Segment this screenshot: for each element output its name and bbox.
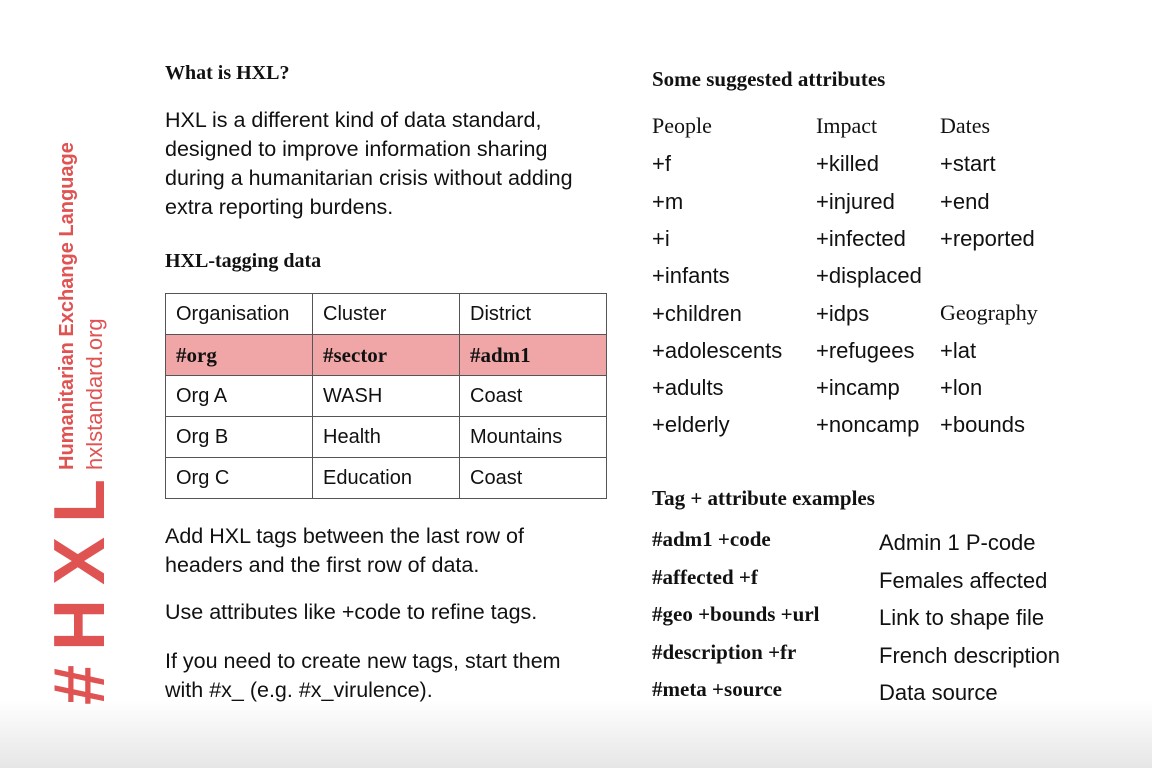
table-tag: #org bbox=[165, 334, 313, 376]
hxl-logo: #HXL bbox=[40, 464, 120, 705]
note-tags: Add HXL tags between the last row of hea… bbox=[165, 524, 524, 577]
attribute-item: +f bbox=[652, 151, 671, 177]
example-tag: #description +fr bbox=[652, 639, 797, 664]
attribute-item: +idps bbox=[816, 300, 870, 326]
sidebar-url[interactable]: hxlstandard.org bbox=[82, 318, 107, 470]
attribute-item: +i bbox=[652, 225, 670, 251]
attr-group-heading: People bbox=[652, 113, 712, 138]
table-cell: Org A bbox=[165, 375, 313, 417]
attribute-item: +bounds bbox=[940, 412, 1026, 438]
attribute-item: +reported bbox=[940, 225, 1035, 251]
what-text: HXL is a different kind of data standard… bbox=[165, 108, 573, 219]
table-cell: Org B bbox=[165, 416, 313, 458]
attr-group-heading: Dates bbox=[940, 113, 991, 138]
attribute-item: +lon bbox=[940, 375, 983, 401]
attribute-item: +children bbox=[652, 300, 742, 326]
table-tag: #adm1 bbox=[459, 334, 607, 376]
example-description: Females affected bbox=[879, 567, 1048, 593]
attribute-item: +lat bbox=[940, 337, 977, 363]
example-description: French description bbox=[879, 642, 1060, 668]
attribute-item: +adolescents bbox=[652, 337, 783, 363]
attribute-item: +elderly bbox=[652, 412, 730, 438]
table-cell: Education bbox=[312, 457, 460, 499]
attr-group-heading: Geography bbox=[940, 299, 1038, 325]
attribute-item: +adults bbox=[652, 375, 724, 401]
example-tag: #meta +source bbox=[652, 677, 782, 701]
example-description: Link to shape file bbox=[879, 605, 1045, 630]
table-cell: Coast bbox=[459, 375, 607, 417]
example-description: Admin 1 P-code bbox=[879, 530, 1036, 555]
note-attributes: Use attributes like +code to refine tags… bbox=[165, 600, 538, 624]
example-table: Organisation Cluster District #org #sect… bbox=[165, 293, 607, 499]
note-new-tags: If you need to create new tags, start th… bbox=[165, 649, 561, 702]
attr-group-heading: Impact bbox=[816, 113, 878, 138]
example-tag: #affected +f bbox=[652, 564, 758, 589]
sidebar-branding: #HXL Humanitarian Exchange Language hxls… bbox=[40, 85, 120, 705]
attribute-item: +infants bbox=[652, 263, 730, 289]
table-header: District bbox=[459, 293, 607, 335]
attribute-item: +displaced bbox=[816, 263, 922, 289]
attribute-item: +start bbox=[940, 151, 996, 177]
sidebar-title: Humanitarian Exchange Language bbox=[56, 142, 78, 470]
table-tag-row: #org #sector #adm1 bbox=[165, 334, 607, 376]
table-cell: Mountains bbox=[459, 416, 607, 458]
attribute-item: +incamp bbox=[816, 375, 900, 401]
attribute-item: +m bbox=[652, 188, 684, 214]
examples-heading: Tag + attribute examples bbox=[652, 486, 875, 510]
table-tag: #sector bbox=[312, 334, 460, 376]
attribute-item: +infected bbox=[816, 225, 906, 251]
attribute-item: +injured bbox=[816, 188, 895, 214]
attributes-heading: Some suggested attributes bbox=[652, 67, 886, 91]
what-heading: What is HXL? bbox=[165, 62, 290, 84]
attribute-item: +end bbox=[940, 188, 990, 214]
attribute-item: +killed bbox=[816, 151, 879, 177]
table-header-row: Organisation Cluster District bbox=[165, 293, 607, 335]
attribute-item: +noncamp bbox=[816, 412, 920, 438]
table-cell: Health bbox=[312, 416, 460, 458]
example-description: Data source bbox=[879, 680, 998, 705]
attribute-item: +refugees bbox=[816, 337, 915, 363]
example-tag: #adm1 +code bbox=[652, 527, 771, 551]
table-row: Org A WASH Coast bbox=[165, 375, 607, 417]
table-cell: Coast bbox=[459, 457, 607, 499]
tagging-heading: HXL-tagging data bbox=[165, 250, 322, 272]
table-header: Organisation bbox=[165, 293, 313, 335]
example-tag: #geo +bounds +url bbox=[652, 602, 820, 626]
table-row: Org B Health Mountains bbox=[165, 416, 607, 458]
table-cell: Org C bbox=[165, 457, 313, 499]
table-header: Cluster bbox=[312, 293, 460, 335]
table-row: Org C Education Coast bbox=[165, 457, 607, 499]
table-cell: WASH bbox=[312, 375, 460, 417]
